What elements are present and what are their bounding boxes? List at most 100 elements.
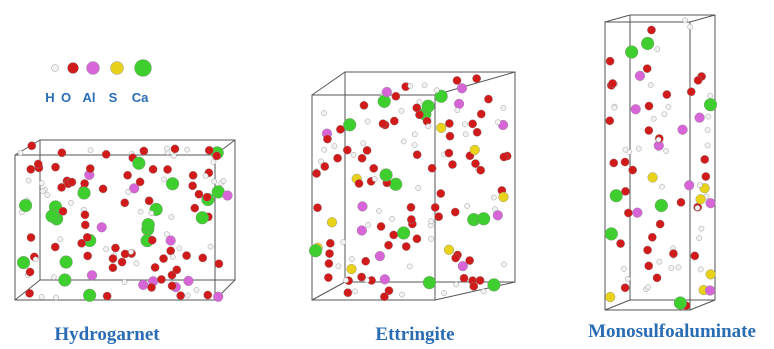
atom <box>351 152 356 157</box>
atom <box>84 252 92 260</box>
atom <box>51 243 59 251</box>
atom <box>309 244 322 257</box>
atom <box>26 268 34 276</box>
atom <box>413 235 421 243</box>
atom <box>68 178 76 186</box>
legend-atom <box>111 62 124 75</box>
legend-atom <box>68 63 79 74</box>
atom <box>471 159 479 167</box>
atom <box>33 257 38 262</box>
atom <box>470 282 478 290</box>
atom <box>666 104 671 109</box>
figure: HOAlSCa Hydrogarnet Ettringite Monosulfo… <box>0 0 774 349</box>
atom <box>401 139 406 144</box>
atom <box>343 118 356 131</box>
atom <box>695 113 705 123</box>
atom <box>196 211 209 224</box>
atom <box>399 108 404 113</box>
atom <box>453 76 461 84</box>
atom <box>407 215 415 223</box>
structure-label: Monosulfoaluminate <box>588 321 756 342</box>
atom <box>88 148 93 153</box>
atom <box>83 233 91 241</box>
atom <box>17 256 30 269</box>
legend-atom <box>135 60 152 77</box>
legend-label: S <box>109 90 118 105</box>
atom <box>696 194 706 204</box>
atom <box>623 147 628 152</box>
atom <box>632 208 642 218</box>
atom <box>204 291 212 299</box>
atom <box>444 245 454 255</box>
atom <box>205 146 213 154</box>
atom <box>606 117 614 125</box>
atom <box>399 292 404 297</box>
atom <box>397 227 410 240</box>
atom <box>651 116 656 121</box>
atom <box>645 285 650 290</box>
atom <box>121 199 129 207</box>
atom <box>149 165 157 173</box>
atom <box>473 128 481 136</box>
atom <box>378 95 391 108</box>
atom <box>80 179 88 187</box>
atom <box>18 150 23 155</box>
atom <box>380 169 393 182</box>
atom <box>51 275 56 280</box>
atom <box>468 120 476 128</box>
atom <box>684 180 694 190</box>
atom <box>477 166 485 174</box>
atom <box>103 292 111 300</box>
atom <box>645 262 653 270</box>
legend: HOAlSCa <box>45 60 151 106</box>
atom <box>448 160 456 168</box>
atom <box>647 26 655 34</box>
atom <box>390 117 398 125</box>
atom <box>625 276 630 281</box>
atom <box>313 204 321 212</box>
atom <box>194 287 199 292</box>
atom <box>58 149 66 157</box>
atom <box>191 204 199 212</box>
atom <box>460 274 468 282</box>
atom <box>422 83 427 88</box>
atom <box>643 65 651 73</box>
atom <box>429 219 434 224</box>
atom <box>327 217 337 227</box>
atom <box>706 198 716 208</box>
atom <box>379 120 387 128</box>
atom <box>221 178 226 183</box>
atom <box>121 250 129 258</box>
atom <box>495 120 500 125</box>
atom <box>493 210 503 220</box>
atom <box>390 216 395 221</box>
atom <box>215 260 223 268</box>
atom <box>436 123 446 133</box>
atom <box>39 294 44 299</box>
atom <box>452 254 460 262</box>
atom <box>123 171 131 179</box>
atom <box>148 236 156 244</box>
atom <box>370 164 378 172</box>
atom <box>664 148 669 153</box>
atom <box>185 147 190 152</box>
atom <box>631 104 641 114</box>
atom <box>60 256 73 269</box>
atom <box>698 267 703 272</box>
atom <box>392 92 400 100</box>
atom <box>699 226 704 231</box>
atom <box>629 166 637 174</box>
atom <box>416 185 421 190</box>
atom <box>140 147 148 155</box>
atom <box>426 124 431 129</box>
atom <box>375 251 385 261</box>
atom <box>606 57 614 65</box>
atom <box>491 195 496 200</box>
atom <box>413 151 421 159</box>
atom <box>697 182 702 187</box>
atom <box>429 236 434 241</box>
atom <box>655 47 660 52</box>
atom <box>349 256 354 261</box>
atom <box>177 246 182 251</box>
structure-label: Ettringite <box>375 324 454 345</box>
